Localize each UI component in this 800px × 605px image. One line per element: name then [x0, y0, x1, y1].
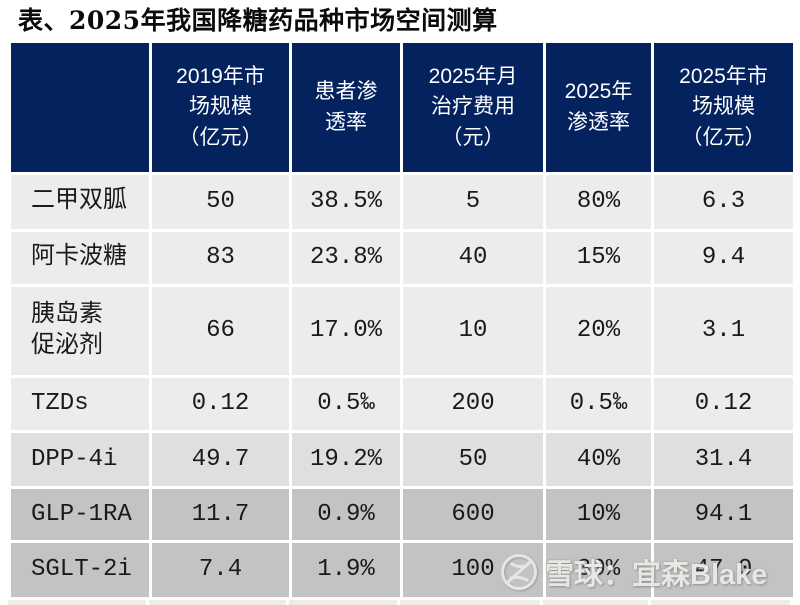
table-row: 胰岛素 促泌剂 66 17.0% 10 20% 3.1	[11, 287, 793, 375]
table-row: 二甲双胍 50 38.5% 5 80% 6.3	[11, 175, 793, 229]
header-cell-2025-market: 2025年市 场规模 （亿元）	[654, 43, 793, 172]
row-label-cell: 阿卡波糖	[11, 232, 149, 284]
header-cell-empty	[11, 43, 149, 172]
value-cell: 31.4	[654, 433, 793, 486]
value-cell: 9.4	[654, 232, 793, 284]
value-cell: 0.12	[152, 378, 289, 430]
value-cell: 66	[152, 287, 289, 375]
value-cell: 100	[403, 543, 543, 597]
value-cell: 0.5‰	[546, 378, 651, 430]
table-row: TZDs 0.12 0.5‰ 200 0.5‰ 0.12	[11, 378, 793, 430]
value-cell: 6.3	[654, 175, 793, 229]
value-cell: 0.5‰	[292, 378, 400, 430]
cutoff-next-row	[8, 600, 800, 605]
row-label-cell: DPP-4i	[11, 433, 149, 486]
table-row: SGLT-2i 7.4 1.9% 100 30% 47.0	[11, 543, 793, 597]
value-cell: 10%	[546, 489, 651, 540]
value-cell: 49.7	[152, 433, 289, 486]
table-row: GLP-1RA 11.7 0.9% 600 10% 94.1	[11, 489, 793, 540]
value-cell: 15%	[546, 232, 651, 284]
value-cell: 0.9%	[292, 489, 400, 540]
market-table: 2019年市 场规模 （亿元） 患者渗 透率 2025年月 治疗费用 （元） 2…	[8, 40, 796, 600]
table-title: 表、2025年我国降糖药品种市场空间测算	[18, 6, 498, 35]
value-cell: 11.7	[152, 489, 289, 540]
row-label-cell: SGLT-2i	[11, 543, 149, 597]
row-label-cell: 胰岛素 促泌剂	[11, 287, 149, 375]
value-cell: 600	[403, 489, 543, 540]
value-cell: 7.4	[152, 543, 289, 597]
table-row: 阿卡波糖 83 23.8% 40 15% 9.4	[11, 232, 793, 284]
value-cell: 94.1	[654, 489, 793, 540]
value-cell: 38.5%	[292, 175, 400, 229]
value-cell: 19.2%	[292, 433, 400, 486]
value-cell: 40	[403, 232, 543, 284]
row-label-cell: GLP-1RA	[11, 489, 149, 540]
value-cell: 0.12	[654, 378, 793, 430]
header-row: 2019年市 场规模 （亿元） 患者渗 透率 2025年月 治疗费用 （元） 2…	[11, 43, 793, 172]
table-row: DPP-4i 49.7 19.2% 50 40% 31.4	[11, 433, 793, 486]
header-cell-patient-penetration: 患者渗 透率	[292, 43, 400, 172]
value-cell: 23.8%	[292, 232, 400, 284]
value-cell: 80%	[546, 175, 651, 229]
value-cell: 83	[152, 232, 289, 284]
value-cell: 30%	[546, 543, 651, 597]
value-cell: 1.9%	[292, 543, 400, 597]
value-cell: 50	[152, 175, 289, 229]
header-cell-2019-market: 2019年市 场规模 （亿元）	[152, 43, 289, 172]
value-cell: 17.0%	[292, 287, 400, 375]
row-label-cell: 二甲双胍	[11, 175, 149, 229]
value-cell: 50	[403, 433, 543, 486]
value-cell: 20%	[546, 287, 651, 375]
value-cell: 40%	[546, 433, 651, 486]
value-cell: 47.0	[654, 543, 793, 597]
value-cell: 5	[403, 175, 543, 229]
header-cell-2025-penetration: 2025年 渗透率	[546, 43, 651, 172]
value-cell: 10	[403, 287, 543, 375]
header-cell-2025-monthly-cost: 2025年月 治疗费用 （元）	[403, 43, 543, 172]
value-cell: 3.1	[654, 287, 793, 375]
row-label-cell: TZDs	[11, 378, 149, 430]
value-cell: 200	[403, 378, 543, 430]
